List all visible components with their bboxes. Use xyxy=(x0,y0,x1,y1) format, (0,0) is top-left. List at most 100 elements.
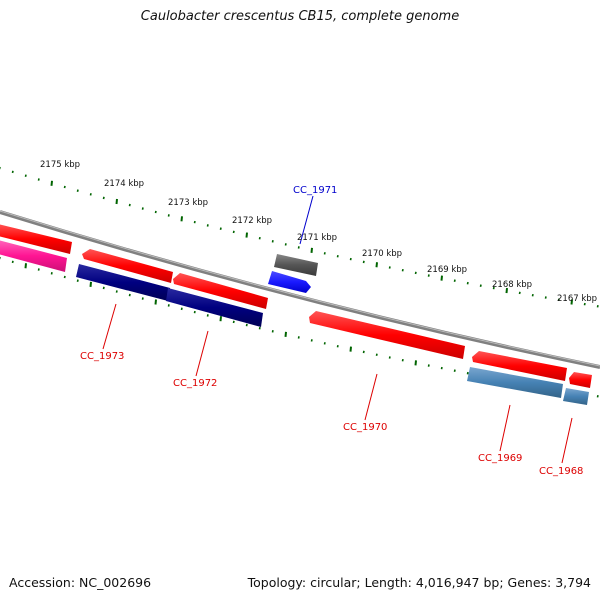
ruler-minor-tick xyxy=(544,296,547,299)
gene-feature-red xyxy=(0,224,72,254)
ruler-minor-tick xyxy=(11,170,14,174)
ruler-minor-tick xyxy=(63,185,66,189)
ruler-minor-tick xyxy=(128,203,131,207)
gene-feature-steel xyxy=(467,367,563,398)
ruler-label-2170: 2170 kbp xyxy=(362,249,402,259)
ruler-minor-tick xyxy=(466,281,469,285)
ruler-minor-tick xyxy=(427,274,430,277)
ruler-minor-tick xyxy=(89,193,92,196)
ruler-minor-tick xyxy=(362,260,365,264)
ruler-major-tick xyxy=(349,346,352,352)
ruler-minor-tick xyxy=(453,279,456,282)
ruler-minor-tick xyxy=(232,320,235,324)
ruler-major-tick xyxy=(375,262,378,268)
ruler-minor-tick xyxy=(128,293,131,297)
ruler-label-2174: 2174 kbp xyxy=(104,179,144,189)
ruler-major-tick xyxy=(180,216,183,222)
ruler-minor-tick xyxy=(310,339,313,342)
ruler-minor-tick xyxy=(258,326,261,330)
outer-ruler xyxy=(0,166,599,308)
gene-feature-steel xyxy=(563,388,589,405)
ruler-label-2169: 2169 kbp xyxy=(427,265,467,275)
ruler-minor-tick xyxy=(479,284,482,287)
ruler-minor-tick xyxy=(466,371,469,375)
backbone-highlight xyxy=(0,210,600,367)
backbone-line xyxy=(0,210,600,369)
ruler-label-2173: 2173 kbp xyxy=(168,198,208,208)
ruler-minor-tick xyxy=(76,279,79,282)
ruler-minor-tick xyxy=(336,344,339,348)
ruler-major-tick xyxy=(414,360,417,366)
leader-line-cc-1969 xyxy=(499,404,511,452)
ruler-major-tick xyxy=(24,263,27,269)
ruler-minor-tick xyxy=(362,350,365,354)
map-title: Caulobacter crescentus CB15, complete ge… xyxy=(140,9,460,24)
ruler-minor-tick xyxy=(323,252,326,255)
ruler-minor-tick xyxy=(76,189,79,192)
ruler-label-2167: 2167 kbp xyxy=(557,294,597,304)
ruler-minor-tick xyxy=(388,266,391,269)
ruler-minor-tick xyxy=(323,342,326,345)
gene-feature-blue xyxy=(268,271,311,293)
ruler-minor-tick xyxy=(63,275,66,279)
ruler-minor-tick xyxy=(557,298,560,302)
ruler-label-2171: 2171 kbp xyxy=(297,233,337,243)
ruler-minor-tick xyxy=(401,358,404,362)
ruler-minor-tick xyxy=(115,290,118,293)
ruler-major-tick xyxy=(310,247,313,254)
ruler-major-tick xyxy=(50,180,53,186)
gene-feature-red xyxy=(569,372,592,388)
ruler-minor-tick xyxy=(336,254,339,258)
ruler-minor-tick xyxy=(349,257,352,261)
ruler-minor-tick xyxy=(206,224,209,227)
ruler-minor-tick xyxy=(596,394,599,398)
gene-feature-navy xyxy=(166,288,263,327)
ruler-minor-tick xyxy=(167,214,170,217)
ruler-major-tick xyxy=(440,275,443,281)
leader-line-cc-1971 xyxy=(299,195,314,245)
gene-label-cc-1968: CC_1968 xyxy=(539,466,583,477)
gene-feature-red xyxy=(472,351,567,381)
ruler-minor-tick xyxy=(271,240,274,243)
ruler-minor-tick xyxy=(154,210,157,214)
ruler-minor-tick xyxy=(453,369,456,372)
ruler-label-2175: 2175 kbp xyxy=(40,160,80,170)
ruler-major-tick xyxy=(505,287,508,294)
gene-label-cc-1972: CC_1972 xyxy=(173,378,217,389)
leader-line-cc-1968 xyxy=(561,417,573,464)
ruler-minor-tick xyxy=(180,307,183,311)
gene-feature-red xyxy=(82,249,173,283)
ruler-minor-tick xyxy=(50,272,53,275)
ruler-minor-tick xyxy=(440,366,443,370)
ruler-minor-tick xyxy=(167,304,170,307)
ruler-minor-tick xyxy=(24,174,27,177)
ruler-major-tick xyxy=(219,316,222,322)
ruler-major-tick xyxy=(89,281,92,287)
gene-label-cc-1971: CC_1971 xyxy=(293,185,337,196)
ruler-minor-tick xyxy=(193,220,196,224)
ruler-minor-tick xyxy=(401,268,404,272)
leader-line-cc-1970 xyxy=(364,373,378,421)
gene-feature-pink xyxy=(0,240,67,272)
ruler-minor-tick xyxy=(414,271,417,275)
leader-line-cc-1973 xyxy=(102,303,117,350)
leader-line-cc-1972 xyxy=(195,330,209,377)
accession-text: Accession: NC_002696 xyxy=(9,575,152,590)
ruler-minor-tick xyxy=(297,246,300,249)
ruler-minor-tick xyxy=(141,297,144,300)
ruler-minor-tick xyxy=(583,302,586,306)
ruler-minor-tick xyxy=(284,243,287,246)
gene-feature-navy xyxy=(76,264,170,301)
ruler-minor-tick xyxy=(531,293,534,297)
ruler-minor-tick xyxy=(206,314,209,317)
ruler-major-tick xyxy=(570,299,573,305)
ruler-minor-tick xyxy=(219,227,222,230)
ruler-minor-tick xyxy=(258,236,261,240)
ruler-label-2172: 2172 kbp xyxy=(232,216,272,226)
ruler-minor-tick xyxy=(492,286,495,290)
ruler-minor-tick xyxy=(388,356,391,359)
ruler-label-2168: 2168 kbp xyxy=(492,280,532,290)
ruler-minor-tick xyxy=(37,268,40,271)
